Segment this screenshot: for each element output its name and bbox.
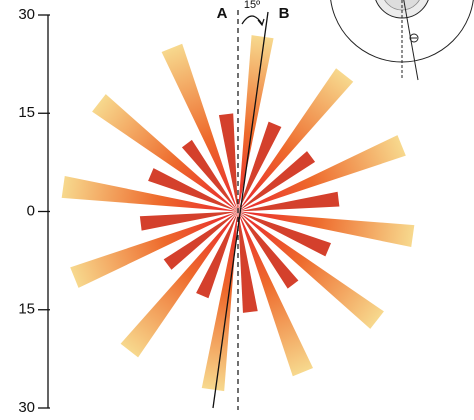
y-tick-label: 30 xyxy=(18,6,35,23)
inset-diagram xyxy=(330,0,474,80)
label-a: A xyxy=(217,5,228,22)
page: {"chart_data": {"type": "rose", "ylim": … xyxy=(0,0,474,415)
y-tick-label: 30 xyxy=(18,399,35,415)
angle-arc xyxy=(242,16,262,24)
y-tick-label: 15 xyxy=(18,104,35,121)
y-tick-label: 0 xyxy=(27,202,35,219)
angle-label: 15º xyxy=(244,0,260,11)
label-b: B xyxy=(279,5,290,22)
chart: A B 15º 30 15 0 15 30 xyxy=(0,0,474,415)
y-tick-label: 15 xyxy=(18,301,35,318)
